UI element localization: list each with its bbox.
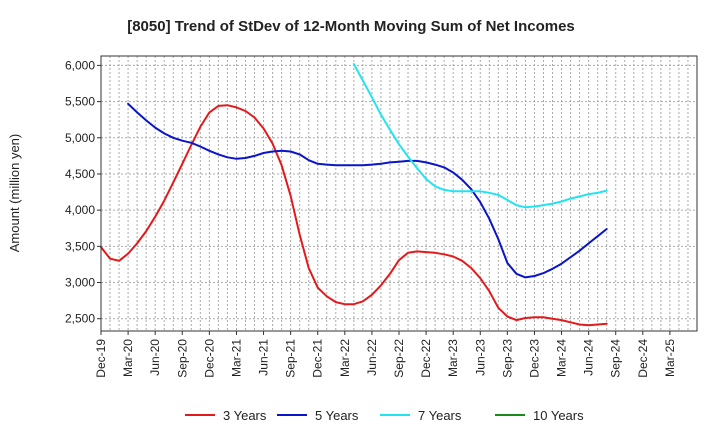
y-tick-label: 5,000: [65, 131, 95, 145]
legend-label: 5 Years: [315, 408, 359, 423]
x-tick-label: Jun-22: [365, 339, 379, 376]
y-tick-label: 4,000: [65, 203, 95, 217]
chart-title: [8050] Trend of StDev of 12-Month Moving…: [127, 18, 575, 35]
x-tick-label: Jun-23: [473, 339, 487, 376]
x-tick-label: Mar-23: [446, 339, 460, 377]
y-axis-label: Amount (million yen): [7, 134, 22, 253]
x-tick-label: Dec-19: [94, 339, 108, 378]
series-line-7-years: [352, 63, 608, 209]
legend-label: 3 Years: [223, 408, 267, 423]
legend: 3 Years 5 Years 7 Years 10 Years: [185, 408, 584, 423]
x-tick-label: Dec-23: [527, 339, 541, 378]
x-tick-label: Mar-21: [229, 339, 243, 377]
y-tick-label: 6,000: [65, 58, 95, 72]
y-tick-label: 3,000: [65, 276, 95, 290]
y-axis: 2,500 3,000 3,500 4,000 4,500 5,000 5,500 6,000: [65, 58, 101, 326]
y-tick-label: 4,500: [65, 167, 95, 181]
x-tick-label: Dec-22: [419, 339, 433, 378]
x-tick-label: Sep-24: [609, 339, 623, 378]
legend-label: 7 Years: [418, 408, 462, 423]
x-tick-label: Dec-20: [202, 339, 216, 378]
grid: [101, 56, 697, 331]
x-tick-label: Sep-21: [284, 339, 298, 378]
x-tick-label: Jun-20: [148, 339, 162, 376]
x-tick-label: Mar-24: [555, 339, 569, 377]
x-tick-label: Jun-21: [257, 339, 271, 376]
x-tick-label: Sep-23: [500, 339, 514, 378]
x-tick-label: Mar-22: [338, 339, 352, 377]
x-tick-label: Mar-20: [121, 339, 135, 377]
y-tick-label: 5,500: [65, 95, 95, 109]
x-tick-label: Sep-22: [392, 339, 406, 378]
legend-label: 10 Years: [533, 408, 584, 423]
y-tick-label: 3,500: [65, 239, 95, 253]
x-tick-label: Dec-21: [311, 339, 325, 378]
series-layer: [100, 63, 608, 327]
x-tick-label: Mar-25: [663, 339, 677, 377]
series-line-5-years: [127, 102, 608, 279]
x-tick-label: Dec-24: [636, 339, 650, 378]
y-tick-label: 2,500: [65, 312, 95, 326]
x-tick-label: Jun-24: [582, 339, 596, 376]
x-tick-label: Sep-20: [175, 339, 189, 378]
x-axis: Dec-19 Mar-20 Jun-20 Sep-20 Dec-20 Mar-21 Jun-…: [94, 331, 677, 378]
series-line-3-years: [100, 104, 608, 327]
